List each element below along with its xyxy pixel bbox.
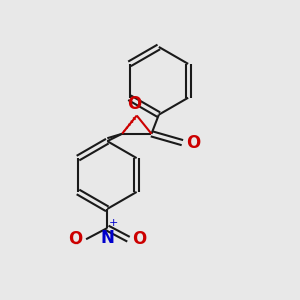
Text: -: - [74,238,78,251]
Text: +: + [109,218,119,228]
Text: N: N [100,230,114,247]
Text: O: O [128,95,142,113]
Text: O: O [186,134,200,152]
Text: O: O [68,230,82,248]
Text: O: O [132,230,147,248]
